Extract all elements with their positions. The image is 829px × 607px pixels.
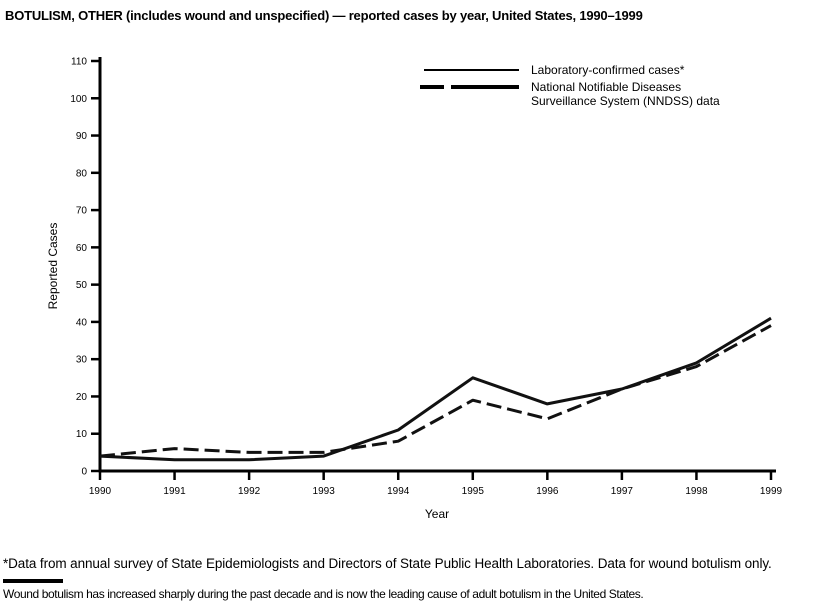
x-tick-label: 1990 [89,486,112,497]
x-tick-label: 1995 [462,486,485,497]
legend: Laboratory-confirmed cases* National Not… [420,63,720,108]
y-tick-label: 110 [71,57,87,68]
x-axis-ticks: 1990 1991 1992 1993 1994 1995 1996 1997 1998 1999 [89,471,783,497]
footnote-bottom: Wound botulism has increased sharply dur… [3,587,644,601]
y-tick-label: 20 [76,392,88,403]
x-tick-label: 1992 [238,486,261,497]
x-axis-title: Year [425,507,449,521]
y-tick-label: 80 [76,168,88,179]
footnote-divider [3,579,63,583]
x-tick-label: 1993 [313,486,336,497]
y-tick-label: 10 [76,429,88,440]
y-tick-label: 30 [76,355,88,366]
y-axis-ticks: 0 10 20 30 40 50 60 70 80 90 100 110 [70,57,100,478]
x-tick-label: 1994 [387,486,410,497]
legend-label-nndss-line2: Surveillance System (NNDSS) data [531,94,720,108]
series-line-dashed [99,324,772,458]
y-tick-label: 0 [81,467,87,478]
y-tick-label: 70 [76,206,88,217]
y-tick-label: 50 [76,280,88,291]
footnote-asterisk: *Data from annual survey of State Epidem… [3,556,772,571]
chart-title: BOTULISM, OTHER (includes wound and unsp… [5,8,643,23]
legend-label-lab-confirmed: Laboratory-confirmed cases* [531,63,685,77]
legend-label-nndss-line1: National Notifiable Diseases [531,80,681,94]
y-axis-title: Reported Cases [46,223,60,310]
x-tick-label: 1998 [685,486,708,497]
data-series-lines [99,316,772,462]
y-tick-label: 40 [76,317,88,328]
x-tick-label: 1999 [760,486,783,497]
y-tick-label: 100 [70,94,87,105]
x-tick-label: 1996 [536,486,559,497]
y-tick-label: 60 [76,243,88,254]
y-tick-label: 90 [76,131,88,142]
x-tick-label: 1991 [163,486,186,497]
series-line-solid [99,316,772,462]
x-tick-label: 1997 [611,486,634,497]
